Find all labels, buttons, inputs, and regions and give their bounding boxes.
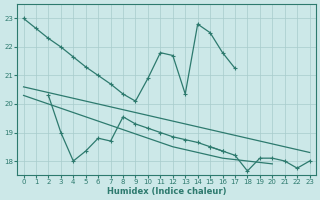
X-axis label: Humidex (Indice chaleur): Humidex (Indice chaleur) xyxy=(107,187,226,196)
